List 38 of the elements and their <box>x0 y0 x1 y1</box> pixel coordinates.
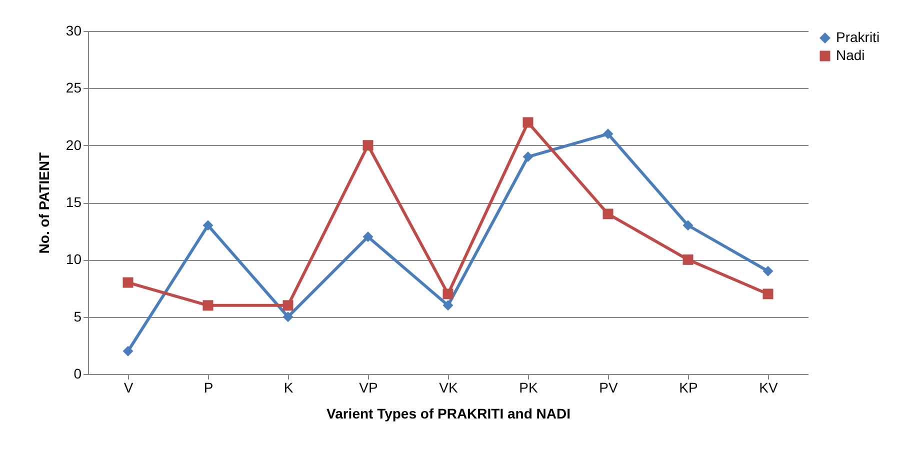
y-tick-label: 20 <box>66 136 82 153</box>
point <box>522 117 534 128</box>
y-tick-label: 15 <box>66 194 82 210</box>
y-tick-label: 25 <box>66 80 82 96</box>
point <box>282 312 294 322</box>
point <box>602 128 614 140</box>
x-axis-title: Varient Types of PRAKRITI and NADI <box>326 406 570 422</box>
legend-label: Nadi <box>836 47 865 63</box>
point <box>522 152 534 162</box>
x-tick-label: KV <box>759 380 778 396</box>
y-axis-title: No. of PATIENT <box>36 152 52 254</box>
x-tick-label: PV <box>599 380 618 396</box>
point <box>682 220 694 231</box>
point <box>122 277 134 288</box>
x-tick-label: VP <box>359 380 378 396</box>
point <box>442 288 454 300</box>
point <box>202 220 214 231</box>
point <box>122 346 134 356</box>
point <box>362 232 374 242</box>
point <box>282 300 294 311</box>
point <box>682 254 694 265</box>
x-tick-label: VK <box>439 380 458 396</box>
point <box>762 266 774 276</box>
legend-label: Prakriti <box>836 29 880 45</box>
x-tick-label: KP <box>679 380 698 396</box>
point <box>602 208 614 220</box>
point <box>442 300 454 311</box>
x-tick-label: V <box>124 380 134 396</box>
y-tick-label: 0 <box>74 366 82 382</box>
y-tick-label: 5 <box>74 308 82 324</box>
x-tick-label: PK <box>519 380 538 396</box>
x-tick-label: K <box>284 380 294 396</box>
x-tick-label: P <box>204 380 214 396</box>
y-tick-label: 30 <box>66 22 82 38</box>
point <box>202 300 214 311</box>
point <box>762 288 774 300</box>
y-tick-label: 10 <box>66 251 82 268</box>
point <box>362 140 374 151</box>
